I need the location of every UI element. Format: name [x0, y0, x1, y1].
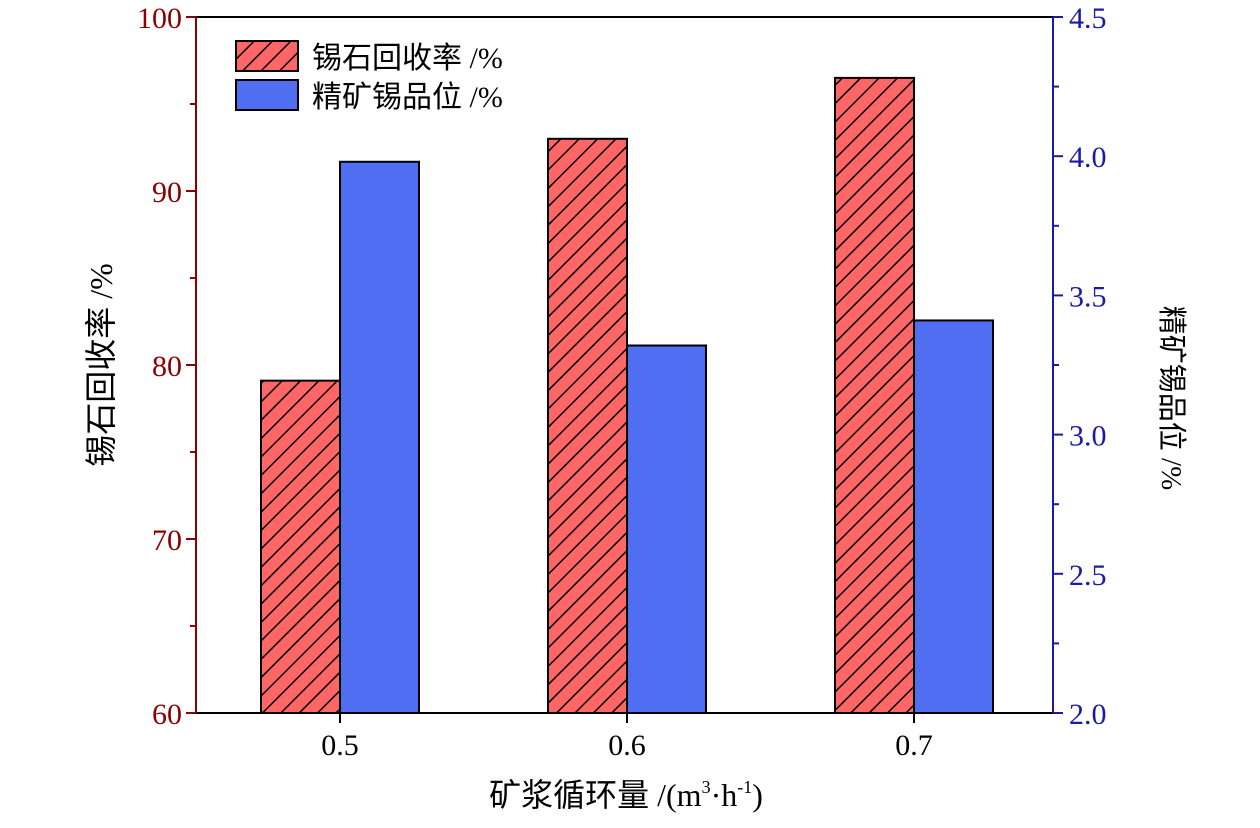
- bar-grade-0.7: [913, 319, 994, 714]
- y-right-tick-label-3.5: 3.5: [1069, 280, 1107, 313]
- legend-swatch-grade: [235, 79, 299, 111]
- bar-grade-0.6: [626, 344, 707, 714]
- y-right-tick-label-3.0: 3.0: [1069, 420, 1107, 453]
- y-left-tick-label-80: 80: [152, 350, 182, 383]
- y-left-tick-label-100: 100: [137, 2, 182, 35]
- legend-label-grade: 精矿锡品位 /%: [312, 81, 503, 114]
- bar-recovery-0.7: [834, 76, 915, 714]
- y-right-tick-label-2.0: 2.0: [1069, 698, 1107, 731]
- legend-swatch-recovery: [235, 40, 299, 72]
- y-left-tick-label-90: 90: [152, 176, 182, 209]
- y-right-tick-label-4.5: 4.5: [1069, 2, 1107, 35]
- y-left-tick-label-60: 60: [152, 698, 182, 731]
- legend-label-recovery: 锡石回收率 /%: [312, 42, 503, 75]
- x-tick-label-0.5: 0.5: [321, 729, 359, 762]
- x-tick-label-0.7: 0.7: [895, 729, 933, 762]
- bar-recovery-0.6: [547, 137, 628, 715]
- y-right-tick-label-2.5: 2.5: [1069, 559, 1107, 592]
- bar-grade-0.5: [339, 160, 420, 714]
- y-right-axis-title: 精矿锡品位 /%: [1155, 306, 1188, 490]
- x-axis-title: 矿浆循环量 /(m3·h-1): [489, 777, 763, 813]
- y-left-tick-label-70: 70: [152, 524, 182, 557]
- legend: 锡石回收率 /% 精矿锡品位 /%: [235, 40, 503, 114]
- x-tick-label-0.6: 0.6: [608, 729, 646, 762]
- y-left-axis-title: 锡石回收率 /%: [83, 263, 119, 467]
- y-right-tick-label-4.0: 4.0: [1069, 141, 1107, 174]
- bar-recovery-0.5: [260, 379, 341, 714]
